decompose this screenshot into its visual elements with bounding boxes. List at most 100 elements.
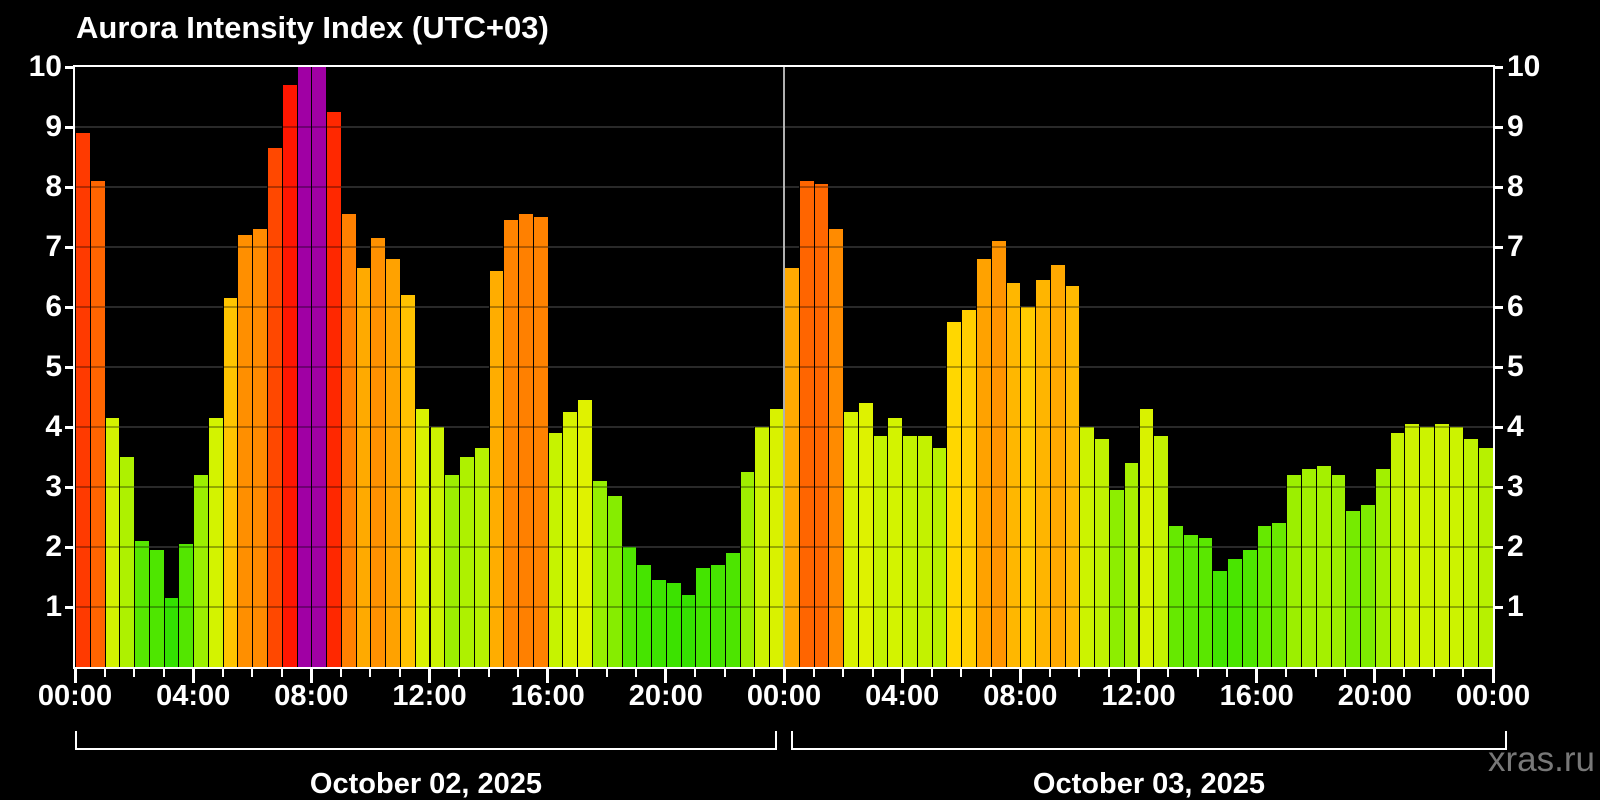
x-axis-label-10: 16:00	[1219, 680, 1294, 712]
bar-32	[547, 433, 563, 667]
bar-31	[532, 217, 548, 667]
y-axis-label-left-3: 3	[45, 470, 62, 503]
y-axis-label-left-4: 4	[45, 410, 62, 443]
y-tick-left-6	[65, 306, 73, 309]
bar-20	[370, 238, 386, 667]
bar-50	[813, 184, 829, 667]
y-tick-right-9	[1495, 126, 1503, 129]
x-tick-minor-11	[398, 669, 401, 677]
x-tick-minor-5	[221, 669, 224, 677]
y-tick-left-8	[65, 186, 73, 189]
bar-47	[769, 409, 784, 667]
x-axis-label-4: 16:00	[510, 680, 585, 712]
bar-9	[207, 418, 223, 667]
bar-59	[946, 322, 962, 667]
bar-37	[621, 547, 637, 667]
bar-70	[1108, 490, 1124, 667]
bar-83	[1300, 469, 1316, 667]
x-tick-minor-3	[162, 669, 165, 677]
plot-frame-left	[73, 65, 75, 669]
x-tick-major-44	[1373, 669, 1377, 683]
bar-58	[931, 448, 947, 667]
x-tick-minor-42	[1314, 669, 1317, 677]
y-tick-left-5	[65, 366, 73, 369]
x-tick-minor-6	[251, 669, 254, 677]
bar-82	[1286, 475, 1301, 667]
bar-1	[89, 181, 105, 667]
y-tick-left-9	[65, 126, 73, 129]
bar-17	[326, 112, 341, 667]
bar-73	[1153, 436, 1169, 667]
bar-24	[429, 427, 445, 667]
x-tick-major-16	[546, 669, 550, 683]
bar-13	[267, 148, 282, 667]
x-tick-minor-14	[487, 669, 490, 677]
bar-41	[680, 595, 696, 667]
y-axis-label-left-9: 9	[45, 110, 62, 143]
bar-86	[1345, 511, 1361, 667]
y-tick-right-6	[1495, 306, 1503, 309]
x-tick-major-4	[191, 669, 195, 683]
bar-33	[562, 412, 578, 667]
bar-76	[1197, 538, 1213, 667]
bar-16	[311, 67, 327, 667]
y-axis-label-left-8: 8	[45, 170, 62, 203]
bar-43	[710, 565, 725, 667]
x-tick-minor-41	[1285, 669, 1288, 677]
x-axis-label-12: 00:00	[1455, 680, 1531, 712]
y-tick-right-5	[1495, 366, 1503, 369]
date-label-1: October 03, 2025	[1032, 768, 1266, 800]
x-tick-minor-26	[842, 669, 845, 677]
bar-21	[385, 259, 400, 667]
bar-8	[193, 475, 208, 667]
x-axis-label-6: 00:00	[746, 680, 822, 712]
bar-51	[828, 229, 844, 667]
plot-frame-right	[1493, 65, 1495, 669]
bar-54	[872, 436, 888, 667]
bar-55	[887, 418, 903, 667]
bar-12	[252, 229, 268, 667]
x-axis-label-0: 00:00	[37, 680, 113, 712]
x-axis-label-11: 20:00	[1337, 680, 1412, 712]
x-tick-minor-1	[103, 669, 106, 677]
y-axis-label-right-4: 4	[1507, 410, 1524, 443]
x-tick-major-24	[782, 669, 786, 683]
bar-56	[902, 436, 917, 667]
bar-69	[1094, 439, 1109, 667]
bar-2	[104, 418, 120, 667]
bar-3	[119, 457, 135, 667]
bar-49	[798, 181, 814, 667]
y-tick-right-3	[1495, 486, 1503, 489]
y-axis-label-right-6: 6	[1507, 290, 1524, 323]
bar-68	[1079, 427, 1095, 667]
y-tick-right-7	[1495, 246, 1503, 249]
bar-91	[1419, 427, 1434, 667]
x-tick-minor-18	[605, 669, 608, 677]
bar-80	[1256, 526, 1272, 667]
x-tick-minor-29	[930, 669, 933, 677]
y-axis-label-left-2: 2	[45, 530, 62, 563]
bar-7	[178, 544, 194, 667]
bar-34	[577, 400, 592, 667]
x-tick-minor-23	[753, 669, 756, 677]
y-axis-label-right-8: 8	[1507, 170, 1524, 203]
date-bracket-riser-right-0	[775, 731, 777, 749]
bar-61	[976, 259, 991, 667]
x-tick-minor-37	[1167, 669, 1170, 677]
x-tick-minor-45	[1403, 669, 1406, 677]
chart-title: Aurora Intensity Index (UTC+03)	[76, 10, 549, 45]
date-label-0: October 02, 2025	[309, 768, 543, 800]
bar-74	[1168, 526, 1183, 667]
x-axis-label-1: 04:00	[156, 680, 231, 712]
bar-92	[1433, 424, 1449, 667]
x-tick-minor-13	[458, 669, 461, 677]
bar-81	[1271, 523, 1287, 667]
plot-frame-top	[73, 65, 1495, 67]
x-axis-label-5: 20:00	[628, 680, 703, 712]
bar-95	[1478, 448, 1493, 667]
bar-4	[134, 541, 149, 667]
bar-64	[1020, 307, 1036, 667]
x-tick-major-20	[664, 669, 668, 683]
bar-15	[296, 67, 312, 667]
bar-44	[724, 553, 740, 667]
